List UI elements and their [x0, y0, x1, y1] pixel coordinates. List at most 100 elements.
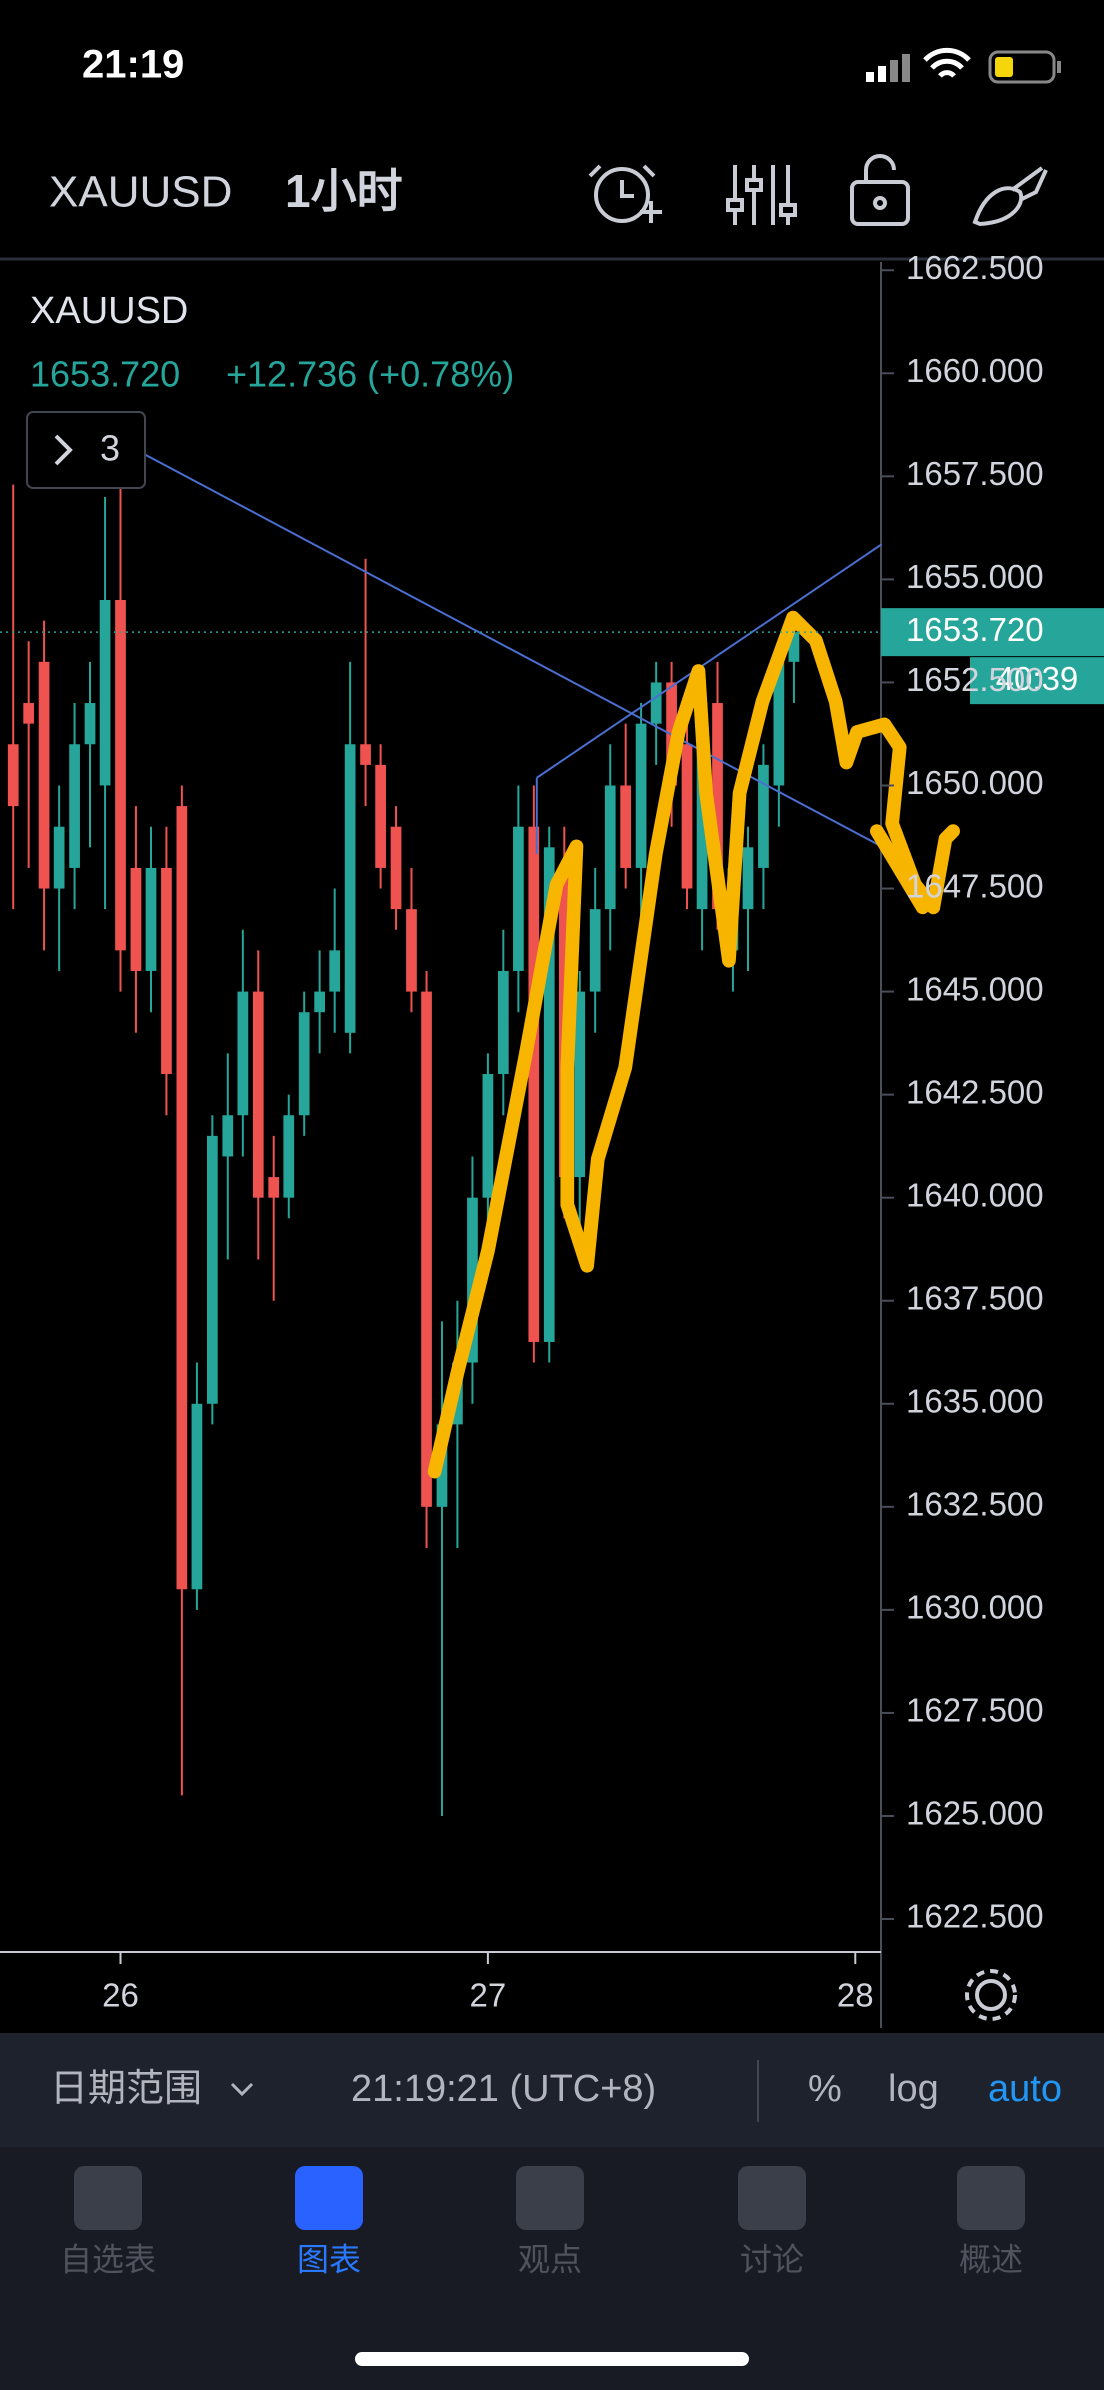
auto-toggle[interactable]: auto [988, 2068, 1062, 2110]
candle-body [788, 632, 800, 662]
tab-icon[interactable] [738, 2166, 806, 2230]
y-tick-label: 1625.000 [906, 1795, 1044, 1832]
y-tick-label: 1632.500 [906, 1486, 1044, 1523]
y-tick-label: 1635.000 [906, 1382, 1044, 1419]
candle-body [298, 1012, 310, 1116]
tab-icon[interactable] [74, 2166, 142, 2230]
log-toggle[interactable]: log [888, 2068, 939, 2110]
plot-area[interactable] [7, 476, 800, 1816]
tab-label[interactable]: 观点 [518, 2241, 582, 2277]
header-icons[interactable] [588, 154, 1048, 227]
indicator-count[interactable]: 3 [100, 428, 120, 469]
tab-label[interactable]: 自选表 [60, 2241, 156, 2277]
x-tick-label: 28 [837, 1977, 874, 2014]
tab-label[interactable]: 概述 [959, 2241, 1023, 2277]
candle-body [620, 785, 632, 868]
candle-body [375, 764, 386, 868]
y-tick-label: 1662.500 [906, 249, 1044, 286]
toolbar-time: 21:19:21 (UTC+8) [351, 2068, 656, 2110]
candle-body [513, 826, 524, 971]
y-tick-label: 1642.500 [906, 1073, 1044, 1110]
dropdown-icon [230, 2082, 254, 2097]
candle-body [206, 1135, 218, 1404]
y-tick-label: 1627.500 [906, 1692, 1044, 1729]
candle-body [406, 909, 417, 992]
header-interval[interactable]: 1小时 [285, 165, 403, 217]
trendline [536, 543, 883, 779]
candle-body [115, 600, 126, 951]
candle-body [742, 847, 754, 910]
legend-symbol: XAUUSD [30, 290, 188, 332]
candle-body [467, 1197, 478, 1363]
tab-label[interactable]: 讨论 [740, 2241, 804, 2277]
legend-change: +12.736 (+0.78%) [226, 354, 514, 395]
candle-body [191, 1403, 203, 1590]
candle-body [773, 661, 785, 786]
candle-body [84, 703, 96, 745]
candle-body [758, 764, 769, 868]
candle-body [589, 909, 601, 992]
countdown-label: 40:39 [996, 660, 1079, 697]
candle-body [497, 970, 509, 1075]
candle-body [650, 682, 662, 724]
candle-body [38, 661, 50, 889]
candle-body [53, 826, 65, 889]
candle-body [604, 785, 616, 910]
candle-body [314, 991, 325, 1013]
tab-icon[interactable] [516, 2166, 584, 2230]
y-tick-label: 1637.500 [906, 1279, 1044, 1316]
candle-body [161, 867, 172, 1075]
candle-body [7, 744, 19, 807]
candle-body [329, 950, 341, 992]
last-price-group: 1653.720 40:39 [0, 608, 1104, 705]
legend-price: 1653.720 [30, 354, 180, 395]
candle-body [528, 826, 540, 1342]
candle-body [222, 1115, 234, 1157]
candle-body [635, 723, 647, 868]
settings-icon[interactable] [965, 1969, 1017, 2021]
candle-body [145, 867, 157, 971]
countdown-box [970, 657, 1104, 705]
y-tick-label: 1647.500 [906, 867, 1044, 904]
x-tick-label: 27 [470, 1977, 507, 2014]
candle-body [130, 867, 142, 971]
last-price-box [881, 608, 1104, 657]
candle-body [681, 744, 693, 889]
candle-body [344, 744, 356, 1033]
tab-icon[interactable] [957, 2166, 1025, 2230]
y-tick-label: 1640.000 [906, 1176, 1044, 1213]
candle-body [69, 744, 80, 868]
toolbar [0, 2033, 1104, 2147]
home-indicator [355, 2352, 749, 2366]
chevron-icon [54, 434, 73, 466]
candle-body [237, 991, 249, 1116]
candle-body [99, 600, 111, 786]
candle-body [360, 744, 371, 765]
candle-body [252, 991, 264, 1198]
candle-body [283, 1115, 295, 1198]
tab-label[interactable]: 图表 [297, 2241, 361, 2277]
indicator-toggle[interactable] [26, 411, 146, 489]
percent-toggle[interactable]: % [808, 2068, 842, 2110]
x-tick-label: 26 [102, 1977, 139, 2014]
date-range-button[interactable]: 日期范围 [50, 2068, 202, 2110]
candle-body [712, 703, 723, 910]
candle-body [390, 826, 402, 910]
tabs: 自选表 图表 观点 讨论 概述 [60, 2166, 1025, 2277]
y-tick-label: 1645.000 [906, 970, 1044, 1007]
candle-body [268, 1177, 280, 1198]
trendline [144, 453, 882, 848]
freehand-drawing [427, 610, 960, 1479]
candle-body [176, 806, 188, 1590]
last-price-label: 1653.720 [906, 611, 1044, 648]
tab-icon[interactable] [295, 2166, 363, 2230]
candle-body [23, 703, 35, 724]
header-symbol[interactable]: XAUUSD [49, 168, 232, 217]
y-tick-label: 1657.500 [906, 455, 1044, 492]
y-tick-label: 1622.500 [906, 1898, 1044, 1935]
y-tick-label: 1652.500 [906, 661, 1044, 698]
y-tick-label: 1660.000 [906, 352, 1044, 389]
candle-body [421, 991, 432, 1507]
